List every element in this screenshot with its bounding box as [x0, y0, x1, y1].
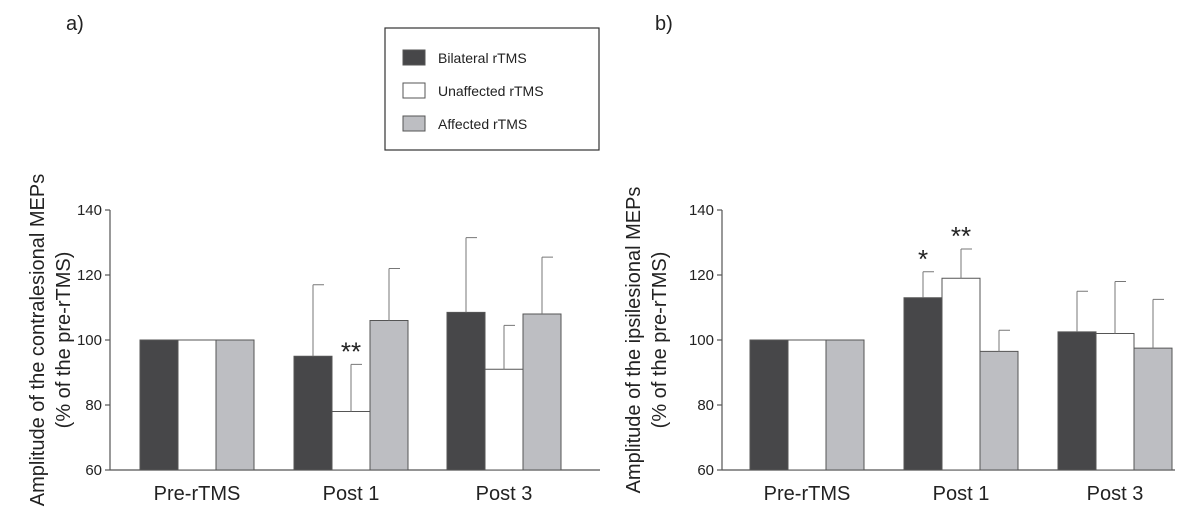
panel-a-y-tick-label: 120: [77, 267, 102, 284]
panel-b-bar-unaffected-0: [787, 339, 827, 471]
panel-b-significance-1: **: [951, 221, 971, 251]
panel-b-y-tick-label: 80: [697, 397, 714, 414]
panel-a-bar-unaffected-1: [331, 411, 371, 471]
panel-a-bar-bilateral-0: [139, 339, 179, 471]
legend-label-unaffected: Unaffected rTMS: [438, 83, 544, 99]
panel-a: a) Amplitude of the contralesional MEPs …: [27, 13, 600, 506]
panel-b-bar-affected-2: [1133, 347, 1173, 471]
panel-a-category-label-2: Post 3: [476, 483, 533, 505]
panel-b-ylabel-line2: (% of the pre-rTMS): [649, 252, 671, 429]
panel-b-y-tick-label: 120: [689, 267, 714, 284]
panel-a-label: a): [66, 13, 84, 35]
panel-b-bar-affected-0: [825, 339, 865, 471]
legend-swatch-affected: [402, 115, 426, 132]
panel-a-bar-bilateral-2: [446, 311, 486, 471]
panel-a-bar-affected-1: [369, 320, 409, 471]
panel-a-bar-affected-2: [522, 313, 562, 471]
panel-b-label: b): [655, 13, 673, 35]
panel-b-significance-0: *: [918, 244, 928, 274]
legend-swatch-unaffected: [402, 82, 426, 99]
panel-b-bar-unaffected-2: [1095, 333, 1135, 471]
legend: Bilateral rTMS Unaffected rTMS Affected …: [384, 27, 600, 151]
legend-label-affected: Affected rTMS: [438, 116, 527, 132]
panel-b-bar-affected-1: [979, 350, 1019, 471]
panel-a-category-label-1: Post 1: [323, 483, 380, 505]
panel-a-bar-affected-0: [215, 339, 255, 471]
legend-swatch-bilateral: [402, 49, 426, 66]
panel-a-significance-0: **: [341, 336, 361, 366]
panel-a-ylabel-line2: (% of the pre-rTMS): [53, 252, 75, 429]
panel-a-y-tick-label: 100: [77, 332, 102, 349]
panel-a-y-tick-label: 140: [77, 202, 102, 219]
panel-a-y-tick-label: 80: [85, 397, 102, 414]
panel-a-bar-unaffected-0: [177, 339, 217, 471]
panel-b-y-tick-label: 100: [689, 332, 714, 349]
panel-b: b) Amplitude of the ipsilesional MEPs (%…: [623, 13, 1175, 505]
panel-b-category-label-0: Pre-rTMS: [764, 483, 851, 505]
panel-b-ylabel-line1: Amplitude of the ipsilesional MEPs: [623, 187, 645, 494]
panel-b-bar-unaffected-1: [941, 277, 981, 471]
legend-label-bilateral: Bilateral rTMS: [438, 50, 527, 66]
panel-b-y-tick-label: 60: [697, 462, 714, 479]
panel-a-ylabel-line1: Amplitude of the contralesional MEPs: [27, 174, 49, 506]
panel-a-bar-unaffected-2: [484, 368, 524, 471]
panel-b-bar-bilateral-0: [749, 339, 789, 471]
panel-b-bar-bilateral-1: [903, 297, 943, 471]
panel-b-y-tick-label: 140: [689, 202, 714, 219]
panel-b-category-label-2: Post 3: [1087, 483, 1144, 505]
panel-a-plot: 60 80 100 120 140 Pre-rTMS Post 1 Post 3 **: [77, 202, 600, 505]
panel-a-category-label-0: Pre-rTMS: [154, 483, 241, 505]
panel-b-category-label-1: Post 1: [933, 483, 990, 505]
panel-a-bar-bilateral-1: [293, 355, 333, 471]
panel-b-bar-bilateral-2: [1057, 331, 1097, 471]
panel-a-y-tick-label: 60: [85, 462, 102, 479]
